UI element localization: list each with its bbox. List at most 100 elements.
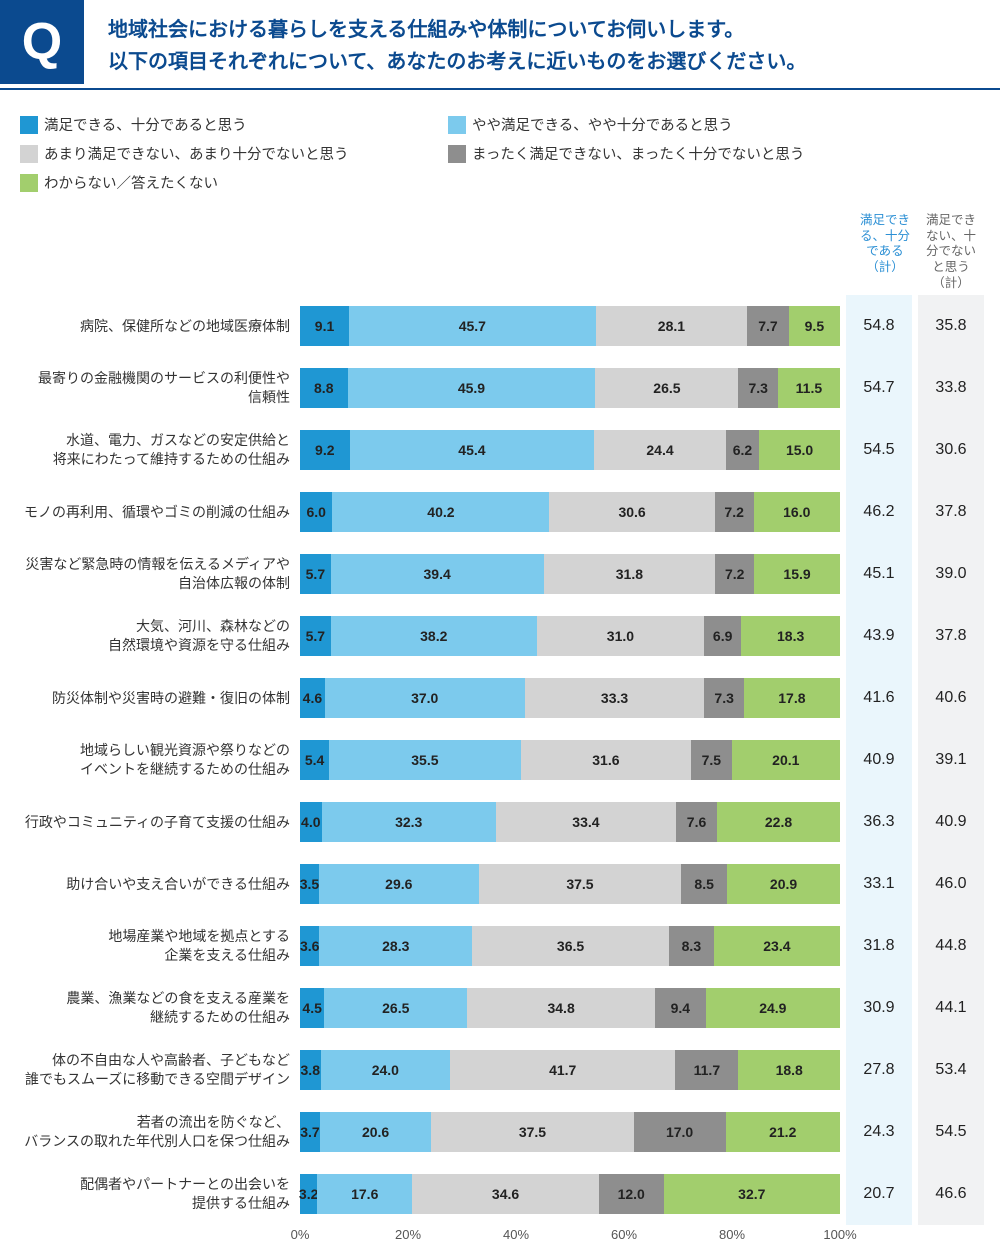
chart-row: 防災体制や災害時の避難・復旧の体制4.637.033.37.317.841.64…: [0, 667, 1000, 729]
bar-cell: 5.739.431.87.215.9: [300, 543, 840, 605]
chart-row: 災害など緊急時の情報を伝えるメディアや自治体広報の体制5.739.431.87.…: [0, 543, 1000, 605]
bar-segment: 6.0: [300, 492, 332, 532]
x-axis-tick: 60%: [611, 1227, 637, 1242]
total-unsatisfied: 39.1: [918, 729, 984, 791]
row-label: 防災体制や災害時の避難・復旧の体制: [0, 667, 300, 729]
bar-segment: 29.6: [319, 864, 479, 904]
row-label: 配偶者やパートナーとの出会いを提供する仕組み: [0, 1163, 300, 1225]
bar-segment: 37.5: [431, 1112, 634, 1152]
bar-segment: 28.1: [596, 306, 748, 346]
bar-segment: 26.5: [324, 988, 467, 1028]
stacked-bar-chart: 病院、保健所などの地域医療体制9.145.728.17.79.554.835.8…: [0, 295, 1000, 1225]
bar-cell: 3.824.041.711.718.8: [300, 1039, 840, 1101]
bar-segment: 38.2: [331, 616, 537, 656]
stacked-bar: 3.720.637.517.021.2: [300, 1112, 840, 1152]
bar-segment: 17.8: [744, 678, 840, 718]
bar-segment: 4.5: [300, 988, 324, 1028]
bar-segment: 24.4: [594, 430, 726, 470]
row-label: 行政やコミュニティの子育て支援の仕組み: [0, 791, 300, 853]
bar-segment: 7.2: [715, 554, 754, 594]
bar-segment: 12.0: [599, 1174, 664, 1214]
row-label: 体の不自由な人や高齢者、子どもなど誰でもスムーズに移動できる空間デザイン: [0, 1039, 300, 1101]
chart-row: 大気、河川、森林などの自然環境や資源を守る仕組み5.738.231.06.918…: [0, 605, 1000, 667]
bar-segment: 32.3: [322, 802, 496, 842]
total-unsatisfied: 54.5: [918, 1101, 984, 1163]
legend-label: 満足できる、十分であると思う: [44, 114, 247, 135]
total-satisfied: 27.8: [846, 1039, 912, 1101]
bar-cell: 3.217.634.612.032.7: [300, 1163, 840, 1225]
stacked-bar: 3.824.041.711.718.8: [300, 1050, 840, 1090]
row-label: 最寄りの金融機関のサービスの利便性や信頼性: [0, 357, 300, 419]
row-label: 災害など緊急時の情報を伝えるメディアや自治体広報の体制: [0, 543, 300, 605]
total-satisfied: 46.2: [846, 481, 912, 543]
legend-swatch: [448, 145, 466, 163]
bar-segment: 5.7: [300, 616, 331, 656]
chart-row: モノの再利用、循環やゴミの削減の仕組み6.040.230.67.216.046.…: [0, 481, 1000, 543]
bar-segment: 45.4: [350, 430, 595, 470]
total-satisfied: 54.7: [846, 357, 912, 419]
stacked-bar: 3.217.634.612.032.7: [300, 1174, 840, 1214]
bar-segment: 20.1: [732, 740, 840, 780]
bar-segment: 20.9: [727, 864, 840, 904]
bar-segment: 6.9: [704, 616, 741, 656]
bar-cell: 8.845.926.57.311.5: [300, 357, 840, 419]
legend-swatch: [448, 116, 466, 134]
legend-item: まったく満足できない、まったく十分でないと思う: [448, 143, 962, 164]
legend-swatch: [20, 174, 38, 192]
stacked-bar: 3.529.637.58.520.9: [300, 864, 840, 904]
row-label: 病院、保健所などの地域医療体制: [0, 295, 300, 357]
totals-header-satisfied: 満足できる、十分である （計）: [852, 213, 918, 291]
total-satisfied: 54.5: [846, 419, 912, 481]
x-axis-tick: 100%: [823, 1227, 856, 1242]
bar-segment: 3.8: [300, 1050, 321, 1090]
total-satisfied: 43.9: [846, 605, 912, 667]
bar-segment: 39.4: [331, 554, 544, 594]
bar-segment: 35.5: [329, 740, 521, 780]
bar-segment: 4.0: [300, 802, 322, 842]
bar-segment: 41.7: [450, 1050, 675, 1090]
bar-segment: 7.2: [715, 492, 754, 532]
bar-segment: 18.3: [741, 616, 840, 656]
bar-segment: 6.2: [726, 430, 759, 470]
bar-segment: 15.9: [754, 554, 840, 594]
bar-segment: 17.6: [317, 1174, 412, 1214]
bar-cell: 4.637.033.37.317.8: [300, 667, 840, 729]
bar-segment: 45.9: [348, 368, 596, 408]
row-label: 農業、漁業などの食を支える産業を継続するための仕組み: [0, 977, 300, 1039]
bar-segment: 7.3: [704, 678, 743, 718]
bar-segment: 37.0: [325, 678, 525, 718]
bar-segment: 33.4: [496, 802, 676, 842]
legend-label: わからない／答えたくない: [44, 172, 218, 193]
legend-label: あまり満足できない、あまり十分でないと思う: [44, 143, 349, 164]
bar-segment: 15.0: [759, 430, 840, 470]
chart-row: 地場産業や地域を拠点とする企業を支える仕組み3.628.336.58.323.4…: [0, 915, 1000, 977]
total-unsatisfied: 46.6: [918, 1163, 984, 1225]
bar-segment: 23.4: [714, 926, 840, 966]
bar-cell: 6.040.230.67.216.0: [300, 481, 840, 543]
legend-label: まったく満足できない、まったく十分でないと思う: [472, 143, 804, 164]
bar-cell: 9.245.424.46.215.0: [300, 419, 840, 481]
row-label: モノの再利用、循環やゴミの削減の仕組み: [0, 481, 300, 543]
bar-segment: 3.6: [300, 926, 319, 966]
stacked-bar: 4.032.333.47.622.8: [300, 802, 840, 842]
legend-item: やや満足できる、やや十分であると思う: [448, 114, 962, 135]
bar-segment: 40.2: [332, 492, 549, 532]
x-axis-tick: 40%: [503, 1227, 529, 1242]
bar-segment: 8.5: [681, 864, 727, 904]
chart-row: 水道、電力、ガスなどの安定供給と将来にわたって維持するための仕組み9.245.4…: [0, 419, 1000, 481]
stacked-bar: 4.637.033.37.317.8: [300, 678, 840, 718]
total-unsatisfied: 53.4: [918, 1039, 984, 1101]
bar-segment: 7.5: [691, 740, 731, 780]
x-axis-tick: 80%: [719, 1227, 745, 1242]
chart-row: 行政やコミュニティの子育て支援の仕組み4.032.333.47.622.836.…: [0, 791, 1000, 853]
bar-segment: 20.6: [320, 1112, 431, 1152]
stacked-bar: 5.739.431.87.215.9: [300, 554, 840, 594]
total-unsatisfied: 39.0: [918, 543, 984, 605]
stacked-bar: 9.245.424.46.215.0: [300, 430, 840, 470]
bar-cell: 4.032.333.47.622.8: [300, 791, 840, 853]
row-label: 若者の流出を防ぐなど、バランスの取れた年代別人口を保つ仕組み: [0, 1101, 300, 1163]
bar-segment: 7.6: [676, 802, 717, 842]
bar-cell: 4.526.534.89.424.9: [300, 977, 840, 1039]
total-unsatisfied: 46.0: [918, 853, 984, 915]
chart-row: 地域らしい観光資源や祭りなどのイベントを継続するための仕組み5.435.531.…: [0, 729, 1000, 791]
